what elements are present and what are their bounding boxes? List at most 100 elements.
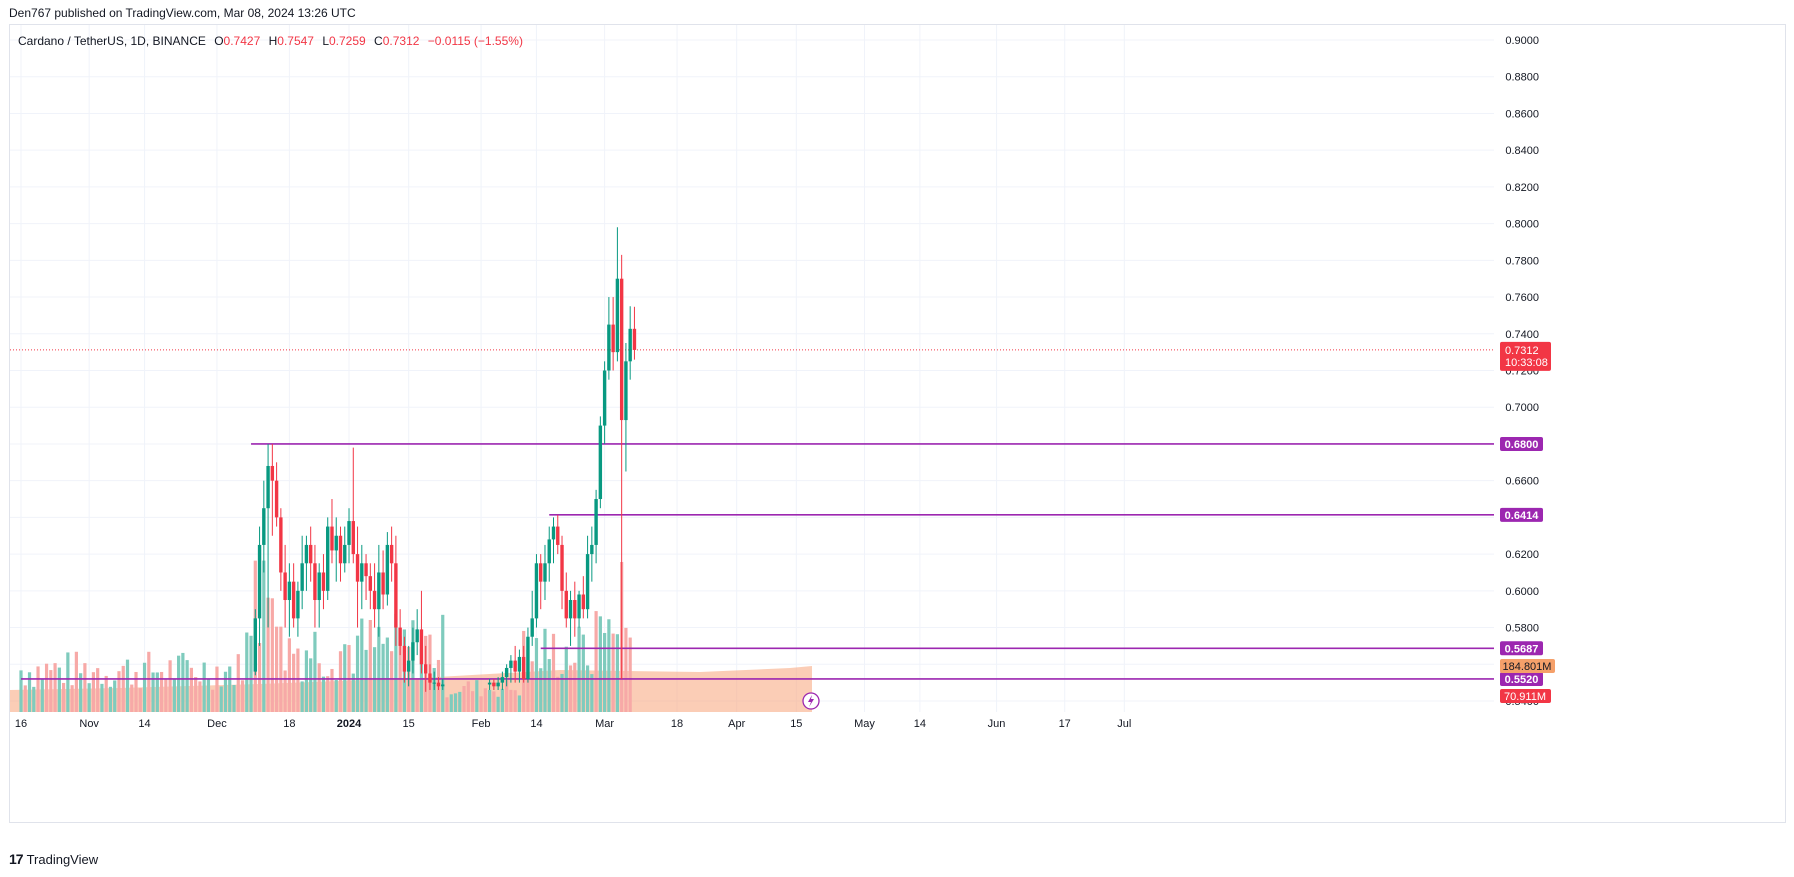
volume-bar: [568, 665, 573, 712]
volume-bar: [134, 671, 138, 712]
candle-body: [343, 544, 347, 564]
volume-bar: [113, 680, 117, 712]
volume-bar: [364, 649, 368, 712]
level-badge: 0.6800: [1505, 439, 1539, 451]
candle-body: [500, 677, 505, 683]
candle-body: [360, 563, 364, 582]
level-badge-bg: [1500, 641, 1543, 656]
x-tick-label: 14: [138, 718, 150, 730]
open-value: 0.7427: [223, 34, 261, 48]
volume-bar: [581, 634, 585, 712]
volume-bar: [577, 626, 581, 712]
candle-body: [321, 572, 326, 591]
volume-bar: [279, 626, 283, 712]
candle-body: [304, 544, 309, 564]
volume-bar: [19, 670, 23, 712]
chart-frame[interactable]: [9, 24, 1786, 823]
candle-body: [492, 682, 496, 687]
volume-bar: [432, 667, 436, 712]
open-label: O: [214, 34, 224, 48]
y-tick-label: 0.6000: [1505, 586, 1539, 598]
y-tick-label: 0.8800: [1505, 72, 1539, 84]
volume-bar: [130, 684, 134, 712]
volume-bar: [479, 696, 483, 712]
candle-body: [308, 544, 313, 564]
candle-body: [551, 526, 556, 540]
candle-body: [632, 328, 637, 350]
volume-bar: [594, 611, 598, 712]
volume-bar: [300, 681, 304, 712]
volume-bar: [219, 686, 223, 712]
volume-bar: [87, 683, 91, 712]
volume-bar: [603, 632, 607, 712]
x-tick-label: Dec: [207, 718, 227, 730]
volume-bar: [108, 686, 113, 712]
volume-bar: [355, 635, 360, 712]
volume-bar: [151, 672, 155, 712]
candle-body: [394, 563, 398, 628]
candle-body: [581, 594, 586, 610]
volume-bar: [492, 691, 496, 712]
volume-bar: [317, 663, 321, 712]
candle-body: [402, 645, 407, 672]
volume-bar: [79, 673, 83, 712]
low-value: 0.7259: [329, 34, 366, 48]
volume-bar: [40, 678, 44, 712]
x-tick-label: Mar: [595, 718, 614, 730]
candle-body: [406, 660, 411, 672]
x-tick-label: 14: [914, 718, 926, 730]
ohlc-legend: Cardano / TetherUS, 1D, BINANCE O0.7427 …: [18, 34, 523, 48]
publish-line: Den767 published on TradingView.com, Mar…: [9, 6, 356, 20]
candle-body: [513, 660, 517, 672]
x-tick-label: Apr: [728, 718, 745, 730]
volume-bar: [275, 626, 279, 712]
lightning-glyph-icon: [808, 695, 814, 707]
y-tick-label: 0.8000: [1505, 219, 1539, 231]
candle-body: [355, 554, 360, 582]
candle-body: [530, 618, 534, 637]
countdown-label: 10:33:08: [1505, 357, 1548, 369]
volume-bar: [96, 668, 100, 712]
last-price-badge-bg: [1500, 341, 1551, 371]
volume-bar: [49, 670, 53, 712]
volume-bar: [125, 659, 130, 712]
candle-body: [441, 684, 445, 687]
volume-bar: [189, 667, 193, 712]
volume-bar: [449, 694, 453, 712]
footer: 17 TradingView: [9, 851, 98, 867]
candle-body: [624, 361, 628, 421]
volume-bar: [321, 676, 326, 712]
volume-bar: [172, 679, 176, 712]
volume-bar: [32, 686, 36, 712]
volume-bar: [326, 676, 330, 712]
volume-bar: [338, 651, 343, 712]
volume-bar: [547, 659, 551, 712]
volume-bar: [44, 663, 49, 712]
y-tick-label: 0.7800: [1505, 255, 1539, 267]
volume-bar: [91, 672, 96, 712]
volume-bar: [488, 689, 492, 712]
candle-body: [436, 682, 441, 687]
volume-bar: [177, 655, 181, 712]
volume-bar: [313, 631, 317, 712]
level-badge: 0.6414: [1505, 510, 1540, 522]
volume-bar: [57, 667, 61, 712]
volume-bar: [351, 673, 355, 712]
candle-body: [496, 682, 500, 687]
candle-body: [509, 660, 513, 668]
x-tick-label: 16: [15, 718, 27, 730]
volume-bar: [168, 660, 172, 712]
candle-body: [415, 629, 419, 643]
volume-bar: [36, 666, 40, 712]
x-tick-label: 18: [283, 718, 295, 730]
volume-bar: [211, 689, 215, 712]
volume-bar: [223, 671, 228, 712]
volume-bar: [615, 634, 619, 712]
volume-bar: [530, 661, 534, 712]
candle-body: [326, 526, 330, 591]
candle-body: [607, 324, 611, 371]
volume-bar: [270, 598, 274, 712]
volume-bar: [27, 672, 32, 712]
